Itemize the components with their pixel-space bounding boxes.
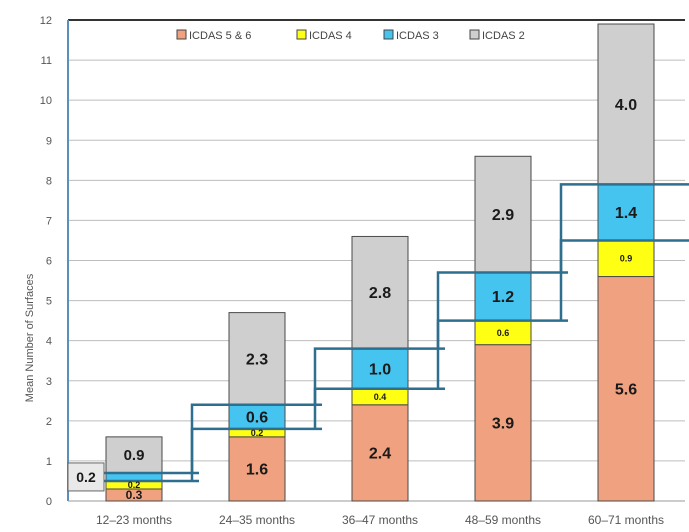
y-tick-label: 6 bbox=[46, 256, 52, 268]
y-axis-label: Mean Number of Surfaces bbox=[24, 273, 36, 402]
bar-segment-icdas-2 bbox=[474, 155, 532, 274]
y-tick-label: 12 bbox=[40, 15, 52, 27]
data-label-icdas-3: 1.2 bbox=[492, 289, 514, 306]
bar-segment-icdas-4 bbox=[597, 239, 655, 278]
data-label-icdas-5-6: 0.3 bbox=[126, 488, 143, 502]
legend-label: ICDAS 4 bbox=[309, 30, 352, 42]
y-tick-label: 9 bbox=[46, 135, 52, 147]
y-tick-label: 2 bbox=[46, 416, 52, 428]
data-labels: 0.30.20.20.91.60.20.62.32.40.41.02.83.90… bbox=[67, 97, 637, 502]
data-label-icdas-3: 1.0 bbox=[369, 361, 391, 378]
y-tick-label: 7 bbox=[46, 215, 52, 227]
data-label-icdas-5-6: 3.9 bbox=[492, 415, 514, 432]
legend-label: ICDAS 5 & 6 bbox=[189, 30, 251, 42]
bars bbox=[105, 23, 655, 502]
x-tick-label: 48–59 months bbox=[465, 513, 541, 527]
y-tick-label: 3 bbox=[46, 376, 52, 388]
bar-segment-icdas-2 bbox=[597, 23, 655, 185]
legend-label: ICDAS 3 bbox=[396, 30, 439, 42]
bar-segment-icdas-3 bbox=[228, 404, 286, 430]
legend-swatch bbox=[469, 29, 480, 40]
bar-segment-icdas-2 bbox=[351, 235, 409, 350]
bar-segment-icdas-3 bbox=[474, 272, 532, 322]
legend-swatch bbox=[176, 29, 187, 40]
bar-segment-icdas-5-6 bbox=[228, 436, 286, 502]
data-label-icdas-5-6: 1.6 bbox=[246, 462, 268, 479]
step-line bbox=[69, 183, 689, 475]
bar-segment-icdas-5-6 bbox=[351, 404, 409, 502]
bar-segment-icdas-3 bbox=[351, 348, 409, 390]
data-label-icdas-2: 0.9 bbox=[124, 447, 145, 464]
x-tick-label: 12–23 months bbox=[96, 513, 172, 527]
legend-label: ICDAS 2 bbox=[482, 30, 525, 42]
legend-swatch bbox=[296, 29, 307, 40]
data-label-icdas-2: 2.8 bbox=[369, 285, 391, 302]
y-tick-label: 4 bbox=[46, 336, 52, 348]
callout-box bbox=[67, 462, 105, 492]
bar-segment-icdas-4 bbox=[474, 320, 532, 346]
bar-segment-icdas-2 bbox=[228, 312, 286, 406]
bar-segment-icdas-5-6 bbox=[597, 276, 655, 502]
threshold-steps bbox=[69, 183, 689, 483]
y-tick-label: 10 bbox=[40, 95, 52, 107]
y-tick-label: 5 bbox=[46, 296, 52, 308]
y-tick-label: 8 bbox=[46, 175, 52, 187]
data-label-icdas-4: 0.4 bbox=[374, 392, 387, 402]
data-label-icdas-4: 0.2 bbox=[128, 480, 141, 490]
bar-segment-icdas-2 bbox=[105, 436, 163, 474]
data-label-icdas-4: 0.2 bbox=[251, 428, 264, 438]
x-tick-label: 60–71 months bbox=[588, 513, 664, 527]
data-label-icdas-2: 2.9 bbox=[492, 207, 514, 224]
x-tick-labels: 12–23 months 24–35 months 36–47 months 48–5… bbox=[96, 513, 664, 527]
legend-swatch bbox=[383, 29, 394, 40]
y-tick-label: 0 bbox=[46, 496, 52, 508]
y-tick-label: 1 bbox=[46, 456, 52, 468]
legend: ICDAS 5 & 6 ICDAS 4 ICDAS 3 ICDAS 2 bbox=[176, 29, 525, 42]
data-label-icdas-3: 1.4 bbox=[615, 205, 637, 222]
data-label-icdas-4: 0.9 bbox=[620, 254, 633, 264]
bar-segment-icdas-3 bbox=[597, 183, 655, 241]
y-tick-label: 11 bbox=[41, 55, 52, 67]
x-tick-label: 36–47 months bbox=[342, 513, 418, 527]
data-label-icdas-3: 0.6 bbox=[246, 409, 268, 426]
data-label-icdas-4: 0.6 bbox=[497, 328, 510, 338]
data-label-icdas-3: 0.2 bbox=[76, 469, 96, 485]
data-label-icdas-2: 2.3 bbox=[246, 351, 268, 368]
data-label-icdas-2: 4.0 bbox=[615, 97, 637, 114]
data-label-icdas-5-6: 5.6 bbox=[615, 381, 637, 398]
x-tick-label: 24–35 months bbox=[219, 513, 295, 527]
data-label-icdas-5-6: 2.4 bbox=[369, 446, 391, 463]
